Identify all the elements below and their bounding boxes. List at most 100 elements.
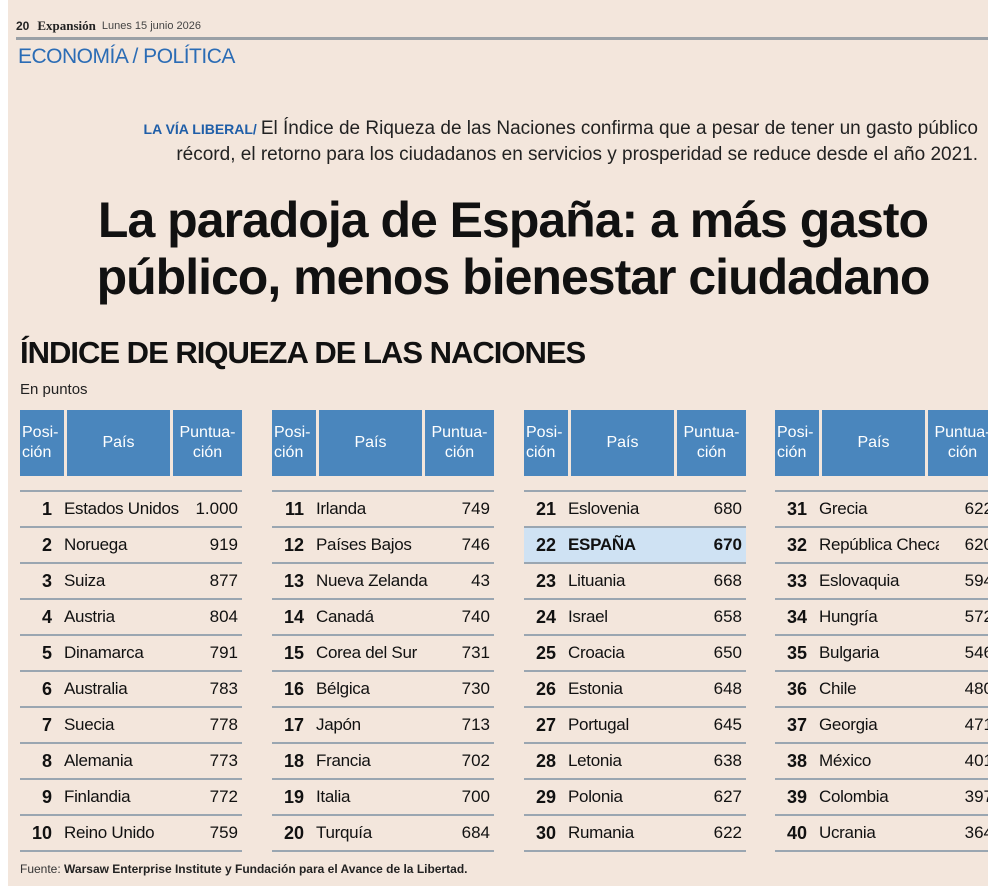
- cell-pais: Polonia: [568, 787, 623, 806]
- cell-pais: Australia: [64, 679, 128, 698]
- table-body: 11 Irlanda 749 12 Países Bajos 746 13 Nueva Zel…: [272, 490, 494, 852]
- cell-pais: Japón: [316, 715, 361, 734]
- header-puntuacion: Puntua- ción: [677, 410, 746, 476]
- source-label: Fuente:: [20, 862, 61, 876]
- cell-pais: Corea del Sur: [316, 643, 417, 662]
- cell-puntuacion: 740: [461, 607, 490, 626]
- cell-puntuacion: 622: [713, 823, 742, 842]
- chart-subtitle: En puntos: [20, 381, 88, 398]
- cell-posicion: 39: [786, 786, 807, 807]
- cell-puntuacion: 546: [964, 643, 993, 662]
- article-kicker: LA VÍA LIBERAL/El Índice de Riqueza de l…: [48, 116, 978, 168]
- table-row: 27 Portugal 645: [524, 708, 746, 744]
- cell-pais: ESPAÑA: [568, 535, 636, 554]
- ranking-table-2: Posi- ción País Puntua- ción 11 Irlanda 749 12…: [272, 410, 494, 852]
- cell-posicion: 3: [41, 570, 52, 591]
- cell-posicion: 13: [283, 570, 304, 591]
- cell-posicion: 32: [786, 534, 807, 555]
- cell-puntuacion: 778: [209, 715, 238, 734]
- cell-posicion: 35: [786, 642, 807, 663]
- cell-posicion: 14: [283, 606, 304, 627]
- cell-puntuacion: 702: [461, 751, 490, 770]
- table-header: Posi- ción País Puntua- ción: [272, 410, 494, 476]
- page-folio: 20 Expansión Lunes 15 junio 2026: [16, 14, 996, 38]
- cell-puntuacion: 700: [461, 787, 490, 806]
- cell-puntuacion: 670: [713, 535, 742, 554]
- cell-puntuacion: 804: [209, 607, 238, 626]
- table-header: Posi- ción País Puntua- ción: [775, 410, 997, 476]
- cell-posicion: 16: [283, 678, 304, 699]
- table-row: 13 Nueva Zelanda 43: [272, 564, 494, 600]
- cell-pais: Portugal: [568, 715, 629, 734]
- cell-puntuacion: 877: [209, 571, 238, 590]
- header-puntuacion: Puntua- ción: [425, 410, 494, 476]
- cell-pais: Italia: [316, 787, 351, 806]
- cell-puntuacion: 746: [461, 535, 490, 554]
- cell-puntuacion: 471: [964, 715, 993, 734]
- table-row: 2 Noruega 919: [20, 528, 242, 564]
- table-row: 29 Polonia 627: [524, 780, 746, 816]
- source-note: Fuente: Warsaw Enterprise Institute y Fu…: [20, 862, 468, 876]
- table-row: 12 Países Bajos 746: [272, 528, 494, 564]
- header-posicion: Posi- ción: [20, 410, 64, 476]
- cell-puntuacion: 627: [713, 787, 742, 806]
- header-pais: País: [67, 410, 170, 476]
- cell-puntuacion: 772: [209, 787, 238, 806]
- cell-pais: Chile: [819, 679, 857, 698]
- cell-puntuacion: 480: [964, 679, 993, 698]
- page-number: 20: [16, 19, 30, 33]
- cell-posicion: 22: [535, 534, 556, 555]
- cell-pais: Suiza: [64, 571, 106, 590]
- header-rule: [16, 37, 996, 40]
- cell-pais: Irlanda: [316, 499, 366, 518]
- table-row: 10 Reino Unido 759: [20, 816, 242, 852]
- cell-posicion: 30: [535, 822, 556, 843]
- cell-posicion: 40: [786, 822, 807, 843]
- cell-posicion: 9: [41, 786, 52, 807]
- cell-posicion: 20: [283, 822, 304, 843]
- table-row-highlighted: 22 ESPAÑA 670: [524, 528, 746, 564]
- cell-posicion: 29: [535, 786, 556, 807]
- cell-posicion: 25: [535, 642, 556, 663]
- cell-posicion: 15: [283, 642, 304, 663]
- cell-puntuacion: 43: [471, 571, 490, 590]
- headline-line2: público, menos bienestar ciudadano: [96, 249, 931, 305]
- table-row: 28 Letonia 638: [524, 744, 746, 780]
- cell-pais: Dinamarca: [64, 643, 144, 662]
- cell-puntuacion: 749: [461, 499, 490, 518]
- cell-posicion: 34: [786, 606, 807, 627]
- cell-posicion: 26: [535, 678, 556, 699]
- cell-posicion: 37: [786, 714, 807, 735]
- header-pais: País: [822, 410, 925, 476]
- table-row: 32 República Checa 620: [775, 528, 997, 564]
- cell-posicion: 10: [31, 822, 52, 843]
- cell-puntuacion: 759: [209, 823, 238, 842]
- kicker-label: LA VÍA LIBERAL/: [143, 121, 257, 137]
- cell-posicion: 18: [283, 750, 304, 771]
- table-header: Posi- ción País Puntua- ción: [20, 410, 242, 476]
- table-row: 34 Hungría 572: [775, 600, 997, 636]
- chart-title: ÍNDICE DE RIQUEZA DE LAS NACIONES: [20, 335, 586, 370]
- header-posicion: Posi- ción: [272, 410, 316, 476]
- cell-pais: Rumania: [568, 823, 634, 842]
- section-name: ECONOMÍA / POLÍTICA: [18, 45, 235, 68]
- header-puntuacion: Puntua- ción: [928, 410, 997, 476]
- table-row: 19 Italia 700: [272, 780, 494, 816]
- header-puntuacion: Puntua- ción: [173, 410, 242, 476]
- table-row: 16 Bélgica 730: [272, 672, 494, 708]
- cell-puntuacion: 730: [461, 679, 490, 698]
- cell-pais: Israel: [568, 607, 608, 626]
- ranking-table-3: Posi- ción País Puntua- ción 21 Eslovenia 680…: [524, 410, 746, 852]
- cell-posicion: 24: [535, 606, 556, 627]
- cell-pais: Nueva Zelanda: [316, 571, 428, 590]
- table-row: 11 Irlanda 749: [272, 492, 494, 528]
- cell-pais: Hungría: [819, 607, 878, 626]
- cell-puntuacion: 401: [964, 751, 993, 770]
- table-row: 6 Australia 783: [20, 672, 242, 708]
- kicker-text-line2: récord, el retorno para los ciudadanos e…: [176, 144, 978, 165]
- cell-posicion: 38: [786, 750, 807, 771]
- cell-posicion: 17: [283, 714, 304, 735]
- cell-pais: Croacia: [568, 643, 625, 662]
- table-row: 37 Georgia 471: [775, 708, 997, 744]
- table-row: 31 Grecia 622: [775, 492, 997, 528]
